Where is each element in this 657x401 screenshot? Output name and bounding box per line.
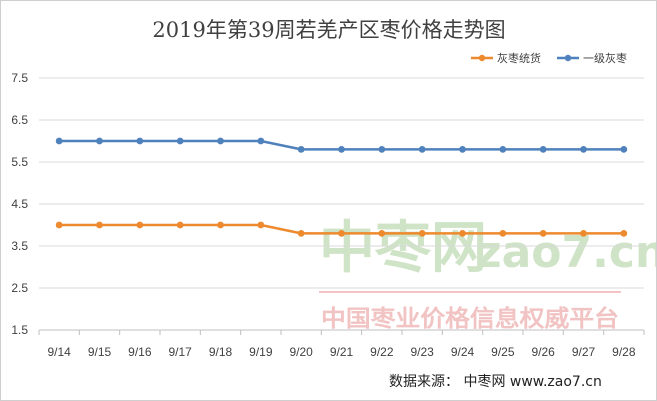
- data-point: [297, 230, 305, 237]
- y-axis-ticks: 1.5 2.5 3.5 4.5 5.5 6.5 7.5: [11, 71, 28, 337]
- data-point: [580, 146, 587, 153]
- data-point: [539, 146, 547, 153]
- series-layer: [55, 137, 628, 237]
- legend-item-1: 一级灰枣: [557, 51, 627, 65]
- data-point: [580, 230, 587, 237]
- y-tick-label: 3.5: [11, 239, 28, 253]
- data-point: [499, 230, 507, 237]
- x-tick-label: 9/22: [370, 345, 394, 359]
- y-tick-label: 5.5: [11, 155, 28, 169]
- x-tick-label: 9/19: [249, 345, 273, 359]
- x-tick-label: 9/15: [88, 345, 112, 359]
- chart-title: 2019年第39周若羌产区枣价格走势图: [152, 18, 505, 42]
- y-tick-label: 4.5: [11, 197, 28, 211]
- data-point: [297, 146, 305, 153]
- watermark-tagline: 中国枣业价格信息权威平台: [321, 305, 619, 332]
- data-point: [176, 137, 184, 145]
- data-point: [620, 230, 628, 237]
- data-point: [539, 230, 547, 237]
- y-tick-label: 1.5: [11, 323, 28, 337]
- watermark-brand: 中枣网: [319, 216, 487, 281]
- y-tick-label: 7.5: [11, 71, 28, 85]
- x-tick-label: 9/28: [612, 345, 636, 359]
- x-axis: 9/14 9/15 9/16 9/17 9/18 9/19 9/20 9/21 9/22 9/23…: [38, 329, 645, 359]
- data-point: [418, 230, 426, 237]
- data-point: [338, 146, 345, 153]
- y-tick-label: 2.5: [11, 281, 28, 295]
- x-tick-label: 9/14: [47, 345, 71, 359]
- x-tick-label: 9/23: [410, 345, 434, 359]
- data-point: [55, 221, 63, 229]
- data-point: [620, 146, 628, 153]
- data-point: [459, 230, 466, 237]
- x-tick-label: 9/17: [168, 345, 192, 359]
- x-tick-label: 9/25: [491, 345, 515, 359]
- data-point: [55, 137, 63, 145]
- x-tick-label: 9/27: [572, 345, 596, 359]
- data-point: [96, 137, 103, 145]
- x-tick-label: 9/18: [209, 345, 233, 359]
- x-tick-label: 9/21: [330, 345, 354, 359]
- x-tick-label: 9/16: [128, 345, 152, 359]
- legend-swatch-marker: [478, 54, 486, 62]
- x-tick-label: 9/26: [531, 345, 555, 359]
- y-tick-label: 6.5: [11, 113, 28, 127]
- data-point: [499, 146, 507, 153]
- legend-label: 一级灰枣: [583, 51, 627, 65]
- watermark-rule: [319, 291, 621, 293]
- source-text: 数据来源： 中枣网 www.zao7.cn: [389, 374, 602, 390]
- x-tick-label: 9/24: [451, 345, 475, 359]
- data-point: [257, 221, 265, 229]
- series-1: [55, 137, 628, 153]
- series-0: [55, 221, 628, 237]
- data-point: [378, 230, 386, 237]
- data-point: [378, 146, 386, 153]
- data-point: [418, 146, 426, 153]
- legend-item-0: 灰枣统货: [471, 51, 541, 65]
- data-point: [136, 221, 144, 229]
- x-tick-label: 9/20: [289, 345, 313, 359]
- legend-label: 灰枣统货: [497, 51, 541, 65]
- data-point: [176, 221, 184, 229]
- legend-swatch-marker: [564, 54, 572, 62]
- data-point: [217, 137, 224, 145]
- data-point: [136, 137, 144, 145]
- data-point: [257, 137, 265, 145]
- data-point: [459, 146, 466, 153]
- data-point: [217, 221, 224, 229]
- data-point: [338, 230, 345, 237]
- legend: 灰枣统货 一级灰枣: [471, 51, 627, 65]
- data-point: [96, 221, 103, 229]
